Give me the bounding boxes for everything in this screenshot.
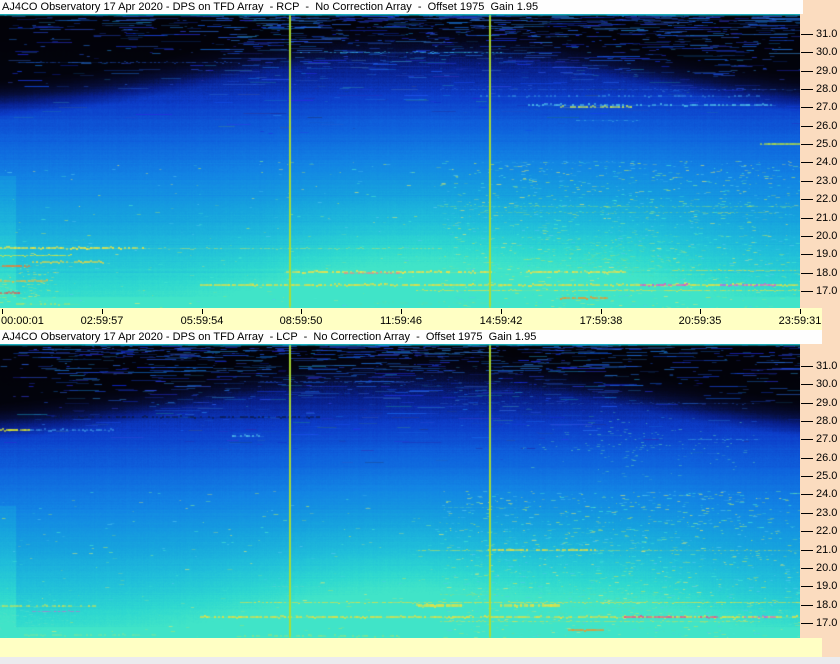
freq-tick xyxy=(801,605,813,606)
freq-tick-label: 17.0 xyxy=(816,617,838,629)
freq-tick-label: 21.0 xyxy=(816,212,838,224)
freq-tick xyxy=(801,126,813,127)
freq-tick-label: 27.0 xyxy=(816,101,838,113)
time-tick xyxy=(501,309,502,314)
freq-tick xyxy=(801,236,813,237)
freq-tick-label: 23.0 xyxy=(816,507,838,519)
time-tick-label: 17:59:38 xyxy=(579,315,623,327)
time-tick xyxy=(102,309,103,314)
freq-tick-label: 27.0 xyxy=(816,433,838,445)
freq-tick-label: 28.0 xyxy=(816,83,838,95)
freq-tick-label: 26.0 xyxy=(816,120,838,132)
freq-tick-label: 30.0 xyxy=(816,378,838,390)
freq-tick xyxy=(801,71,813,72)
freq-tick xyxy=(801,384,813,385)
time-tick-label: 20:59:35 xyxy=(678,315,722,327)
spectrogram-panel-rcp: AJ4CO Observatory 17 Apr 2020 - DPS on T… xyxy=(0,0,840,330)
freq-tick xyxy=(801,439,813,440)
freq-tick-label: 18.0 xyxy=(816,267,838,279)
freq-tick xyxy=(801,254,813,255)
freq-tick xyxy=(801,458,813,459)
freq-tick-label: 22.0 xyxy=(816,193,838,205)
spectrogram-panel-lcp: AJ4CO Observatory 17 Apr 2020 - DPS on T… xyxy=(0,330,840,657)
time-tick xyxy=(700,309,701,314)
time-tick xyxy=(202,309,203,314)
freq-tick xyxy=(801,623,813,624)
freq-tick-label: 31.0 xyxy=(816,28,838,40)
spectrogram-lcp xyxy=(0,344,800,638)
freq-tick xyxy=(801,144,813,145)
time-tick xyxy=(601,309,602,314)
freq-tick-label: 29.0 xyxy=(816,65,838,77)
freq-tick-label: 25.0 xyxy=(816,470,838,482)
time-tick xyxy=(2,309,3,314)
window-bottom-strip xyxy=(0,657,840,664)
time-tick xyxy=(800,309,801,314)
panel-title-lcp: AJ4CO Observatory 17 Apr 2020 - DPS on T… xyxy=(0,330,822,344)
freq-tick-label: 24.0 xyxy=(816,156,838,168)
freq-tick-label: 17.0 xyxy=(816,285,838,297)
freq-tick-label: 28.0 xyxy=(816,415,838,427)
time-tick xyxy=(401,309,402,314)
time-tick-label: 05:59:54 xyxy=(180,315,224,327)
time-tick-label: 23:59:31 xyxy=(778,315,822,327)
freq-tick xyxy=(801,586,813,587)
freq-tick xyxy=(801,34,813,35)
freq-tick xyxy=(801,273,813,274)
freq-tick xyxy=(801,513,813,514)
freq-tick-label: 18.0 xyxy=(816,599,838,611)
time-tick-label: 14:59:42 xyxy=(479,315,523,327)
freq-tick-label: 19.0 xyxy=(816,580,838,592)
freq-tick-label: 21.0 xyxy=(816,544,838,556)
freq-tick xyxy=(801,162,813,163)
freq-tick-label: 26.0 xyxy=(816,452,838,464)
time-axis-lcp xyxy=(0,638,822,657)
freq-tick xyxy=(801,107,813,108)
freq-tick-label: 20.0 xyxy=(816,562,838,574)
freq-tick xyxy=(801,291,813,292)
freq-tick xyxy=(801,550,813,551)
freq-tick-label: 22.0 xyxy=(816,525,838,537)
freq-tick xyxy=(801,52,813,53)
freq-tick xyxy=(801,89,813,90)
freq-tick-label: 29.0 xyxy=(816,397,838,409)
freq-tick xyxy=(801,494,813,495)
freq-tick xyxy=(801,366,813,367)
freq-tick-label: 31.0 xyxy=(816,360,838,372)
freq-tick xyxy=(801,218,813,219)
time-tick-label: 11:59:46 xyxy=(379,315,423,327)
freq-tick xyxy=(801,403,813,404)
freq-tick xyxy=(801,199,813,200)
time-tick-label: 02:59:57 xyxy=(80,315,124,327)
freq-tick-label: 20.0 xyxy=(816,230,838,242)
freq-tick-label: 30.0 xyxy=(816,46,838,58)
freq-tick-label: 19.0 xyxy=(816,248,838,260)
freq-tick xyxy=(801,531,813,532)
freq-tick xyxy=(801,568,813,569)
time-tick-label: 00:00:01 xyxy=(1,315,44,327)
freq-tick-label: 24.0 xyxy=(816,488,838,500)
freq-tick xyxy=(801,476,813,477)
freq-tick-label: 25.0 xyxy=(816,138,838,150)
spectrogram-rcp xyxy=(0,14,800,308)
freq-tick xyxy=(801,181,813,182)
time-axis-rcp: 00:00:01 02:59:57 05:59:54 08:59:50 11:59:46… xyxy=(0,308,822,330)
freq-tick xyxy=(801,421,813,422)
freq-tick-label: 23.0 xyxy=(816,175,838,187)
time-tick xyxy=(301,309,302,314)
time-tick-label: 08:59:50 xyxy=(279,315,323,327)
panel-title-rcp: AJ4CO Observatory 17 Apr 2020 - DPS on T… xyxy=(0,0,803,14)
